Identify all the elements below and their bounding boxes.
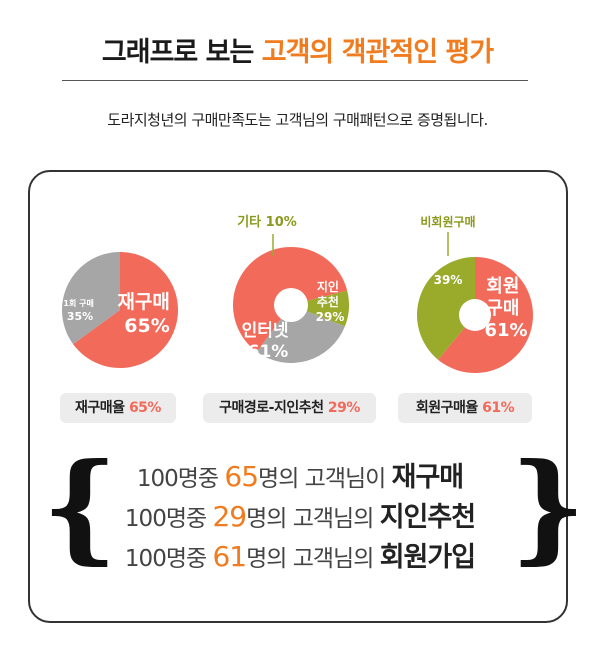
pie-slice-2-3 <box>256 305 345 363</box>
pie1-label-minor: 1회 구매 35% <box>63 298 96 323</box>
pie-chart-membership: 회원 구매 61% 39% <box>417 257 533 373</box>
title-accent: 고객의 객관적인 평가 <box>261 37 494 68</box>
pie2-other-pct: 10% <box>266 215 297 230</box>
caption-membership: 회원구매율 61% <box>398 393 532 423</box>
page-title: 그래프로 보는 고객의 객관적인 평가 <box>0 30 595 69</box>
pie-slice-3-2 <box>417 257 475 360</box>
pie-slice-1-1 <box>73 252 178 368</box>
right-brace: } <box>510 437 586 576</box>
summary-2-strong: 지인추천 <box>379 502 476 533</box>
pie-slice-2-2 <box>291 290 349 327</box>
pie-hole-3 <box>459 299 491 331</box>
caption-repurchase-label: 재구매율 <box>75 400 125 416</box>
pie3-member-name1: 회원 <box>486 276 519 297</box>
caption-channel-value: 29% <box>327 400 361 416</box>
pie1-main-name: 재구매 <box>117 291 169 313</box>
pie1-label-main: 재구매 65% <box>117 291 176 337</box>
summary-2-prefix: 100명중 <box>124 506 207 532</box>
summary-line-repurchase: 100명중 65명의 고객님이 재구매 <box>80 455 520 494</box>
pie1-minor-pct: 35% <box>67 310 93 323</box>
pie3-label-member: 회원 구매 61% <box>484 276 527 341</box>
pie3-label-nonmember-pct: 39% <box>434 273 463 287</box>
pie2-label-referral: 지인 추천 29% <box>316 279 345 324</box>
caption-membership-value: 61% <box>482 400 515 416</box>
summary-3-prefix: 100명중 <box>124 546 207 572</box>
caption-channel: 구매경로-지인추천 29% <box>203 393 376 423</box>
pie1-main-pct: 65% <box>124 315 169 337</box>
pie3-member-pct: 61% <box>484 320 527 341</box>
pie3-member-name2: 구매 <box>486 298 519 319</box>
pie1-minor-name: 1회 구매 <box>63 298 93 308</box>
summary-3-strong: 회원가입 <box>379 542 476 573</box>
summary-line-referral: 100명중 29명의 고객님의 지인추천 <box>80 495 520 534</box>
summary-2-mid: 명의 고객님의 <box>246 506 374 532</box>
pie2-internet-name: 인터넷 <box>242 321 289 341</box>
pie2-other-name: 기타 <box>237 214 261 230</box>
pie-chart-repurchase: 재구매 65% 1회 구매 35% <box>62 252 178 368</box>
pie3-callout-label: 비회원구매 <box>420 214 475 229</box>
caption-membership-label: 회원구매율 <box>415 400 478 416</box>
pie2-label-internet: 인터넷 61% <box>242 321 295 362</box>
pie2-referral-name1: 지인 <box>317 279 339 294</box>
pie-slice-1-2 <box>62 252 120 345</box>
caption-repurchase-value: 65% <box>128 400 162 416</box>
pie2-referral-pct: 29% <box>316 310 345 324</box>
summary-1-strong: 재구매 <box>391 462 465 493</box>
title-dark: 그래프로 보는 <box>101 37 254 68</box>
summary-3-mid: 명의 고객님의 <box>246 546 374 572</box>
summary-line-membership: 100명중 61명의 고객님의 회원가입 <box>80 535 520 574</box>
page-subtitle: 도라지청년의 구매만족도는 고객님의 구매패턴으로 증명됩니다. <box>107 111 488 129</box>
summary-2-num: 29 <box>212 500 247 533</box>
summary-1-mid: 명의 고객님이 <box>258 466 386 492</box>
pie2-referral-name2: 추천 <box>317 294 339 309</box>
pie2-internet-pct: 61% <box>248 342 289 362</box>
title-divider <box>62 80 528 81</box>
summary-1-prefix: 100명중 <box>136 466 219 492</box>
caption-repurchase: 재구매율 65% <box>60 393 176 423</box>
pie2-callout: 기타 10% <box>237 214 297 256</box>
summary-1-num: 65 <box>224 460 259 493</box>
summary-3-num: 61 <box>212 540 247 573</box>
pie2-callout-label: 기타 10% <box>237 214 297 230</box>
caption-channel-label: 구매경로-지인추천 <box>219 400 324 416</box>
pie-chart-channel: 인터넷 61% 지인 추천 29% <box>233 247 349 363</box>
pie3-callout: 비회원구매 <box>420 214 476 256</box>
pie-hole-2 <box>274 288 308 322</box>
left-brace: { <box>42 437 118 576</box>
